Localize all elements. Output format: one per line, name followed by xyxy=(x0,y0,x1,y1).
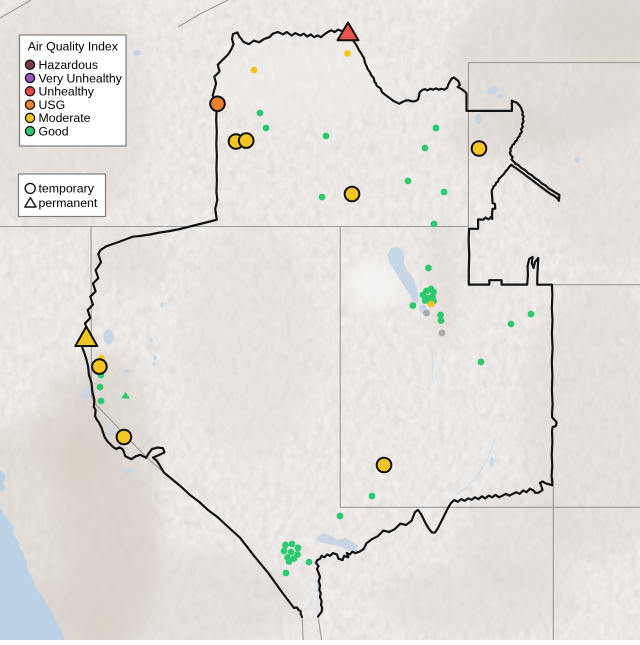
svg-text:Air Quality Index: Air Quality Index xyxy=(28,40,119,54)
svg-text:Very Unhealthy: Very Unhealthy xyxy=(39,71,123,85)
svg-text:Hazardous: Hazardous xyxy=(39,58,98,72)
svg-text:temporary: temporary xyxy=(39,182,95,196)
svg-text:Moderate: Moderate xyxy=(39,111,91,125)
svg-text:permanent: permanent xyxy=(39,196,98,210)
svg-text:Good: Good xyxy=(39,124,69,138)
svg-text:Unhealthy: Unhealthy xyxy=(39,85,95,99)
svg-text:USG: USG xyxy=(39,98,66,112)
